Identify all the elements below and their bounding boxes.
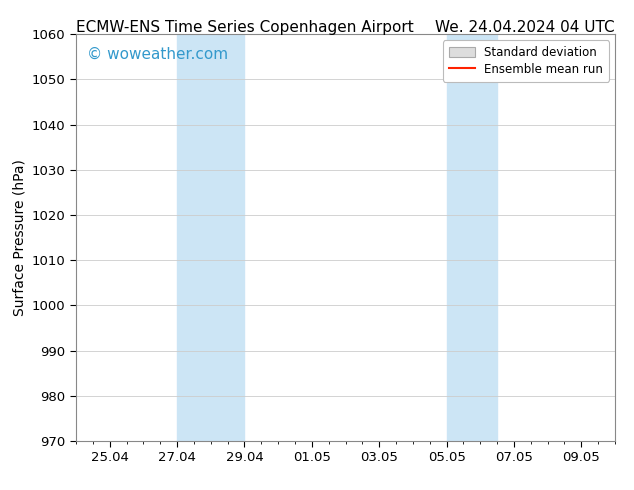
Text: © woweather.com: © woweather.com (87, 47, 228, 62)
Text: ECMW-ENS Time Series Copenhagen Airport: ECMW-ENS Time Series Copenhagen Airport (76, 20, 414, 35)
Y-axis label: Surface Pressure (hPa): Surface Pressure (hPa) (12, 159, 27, 316)
Text: We. 24.04.2024 04 UTC: We. 24.04.2024 04 UTC (436, 20, 615, 35)
Legend: Standard deviation, Ensemble mean run: Standard deviation, Ensemble mean run (443, 40, 609, 81)
Bar (446, 34, 497, 441)
Bar (177, 34, 245, 441)
